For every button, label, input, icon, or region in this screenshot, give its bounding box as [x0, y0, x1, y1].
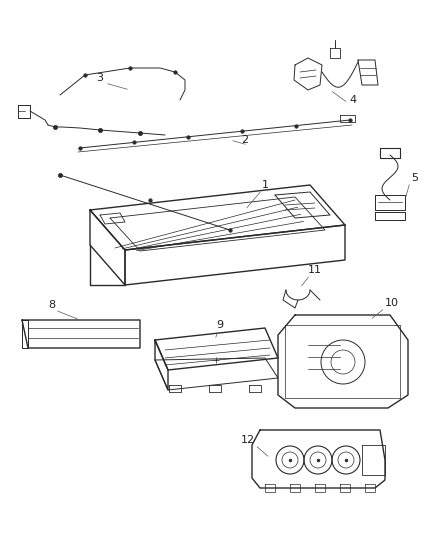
Text: 2: 2 [241, 135, 248, 145]
Text: 10: 10 [385, 298, 399, 308]
Text: 11: 11 [308, 265, 322, 275]
Text: 12: 12 [241, 435, 255, 445]
Text: 3: 3 [96, 73, 103, 83]
Text: 9: 9 [216, 320, 223, 330]
Text: 8: 8 [49, 300, 56, 310]
Text: 4: 4 [350, 95, 357, 105]
Text: 1: 1 [261, 180, 268, 190]
Text: 5: 5 [411, 173, 418, 183]
